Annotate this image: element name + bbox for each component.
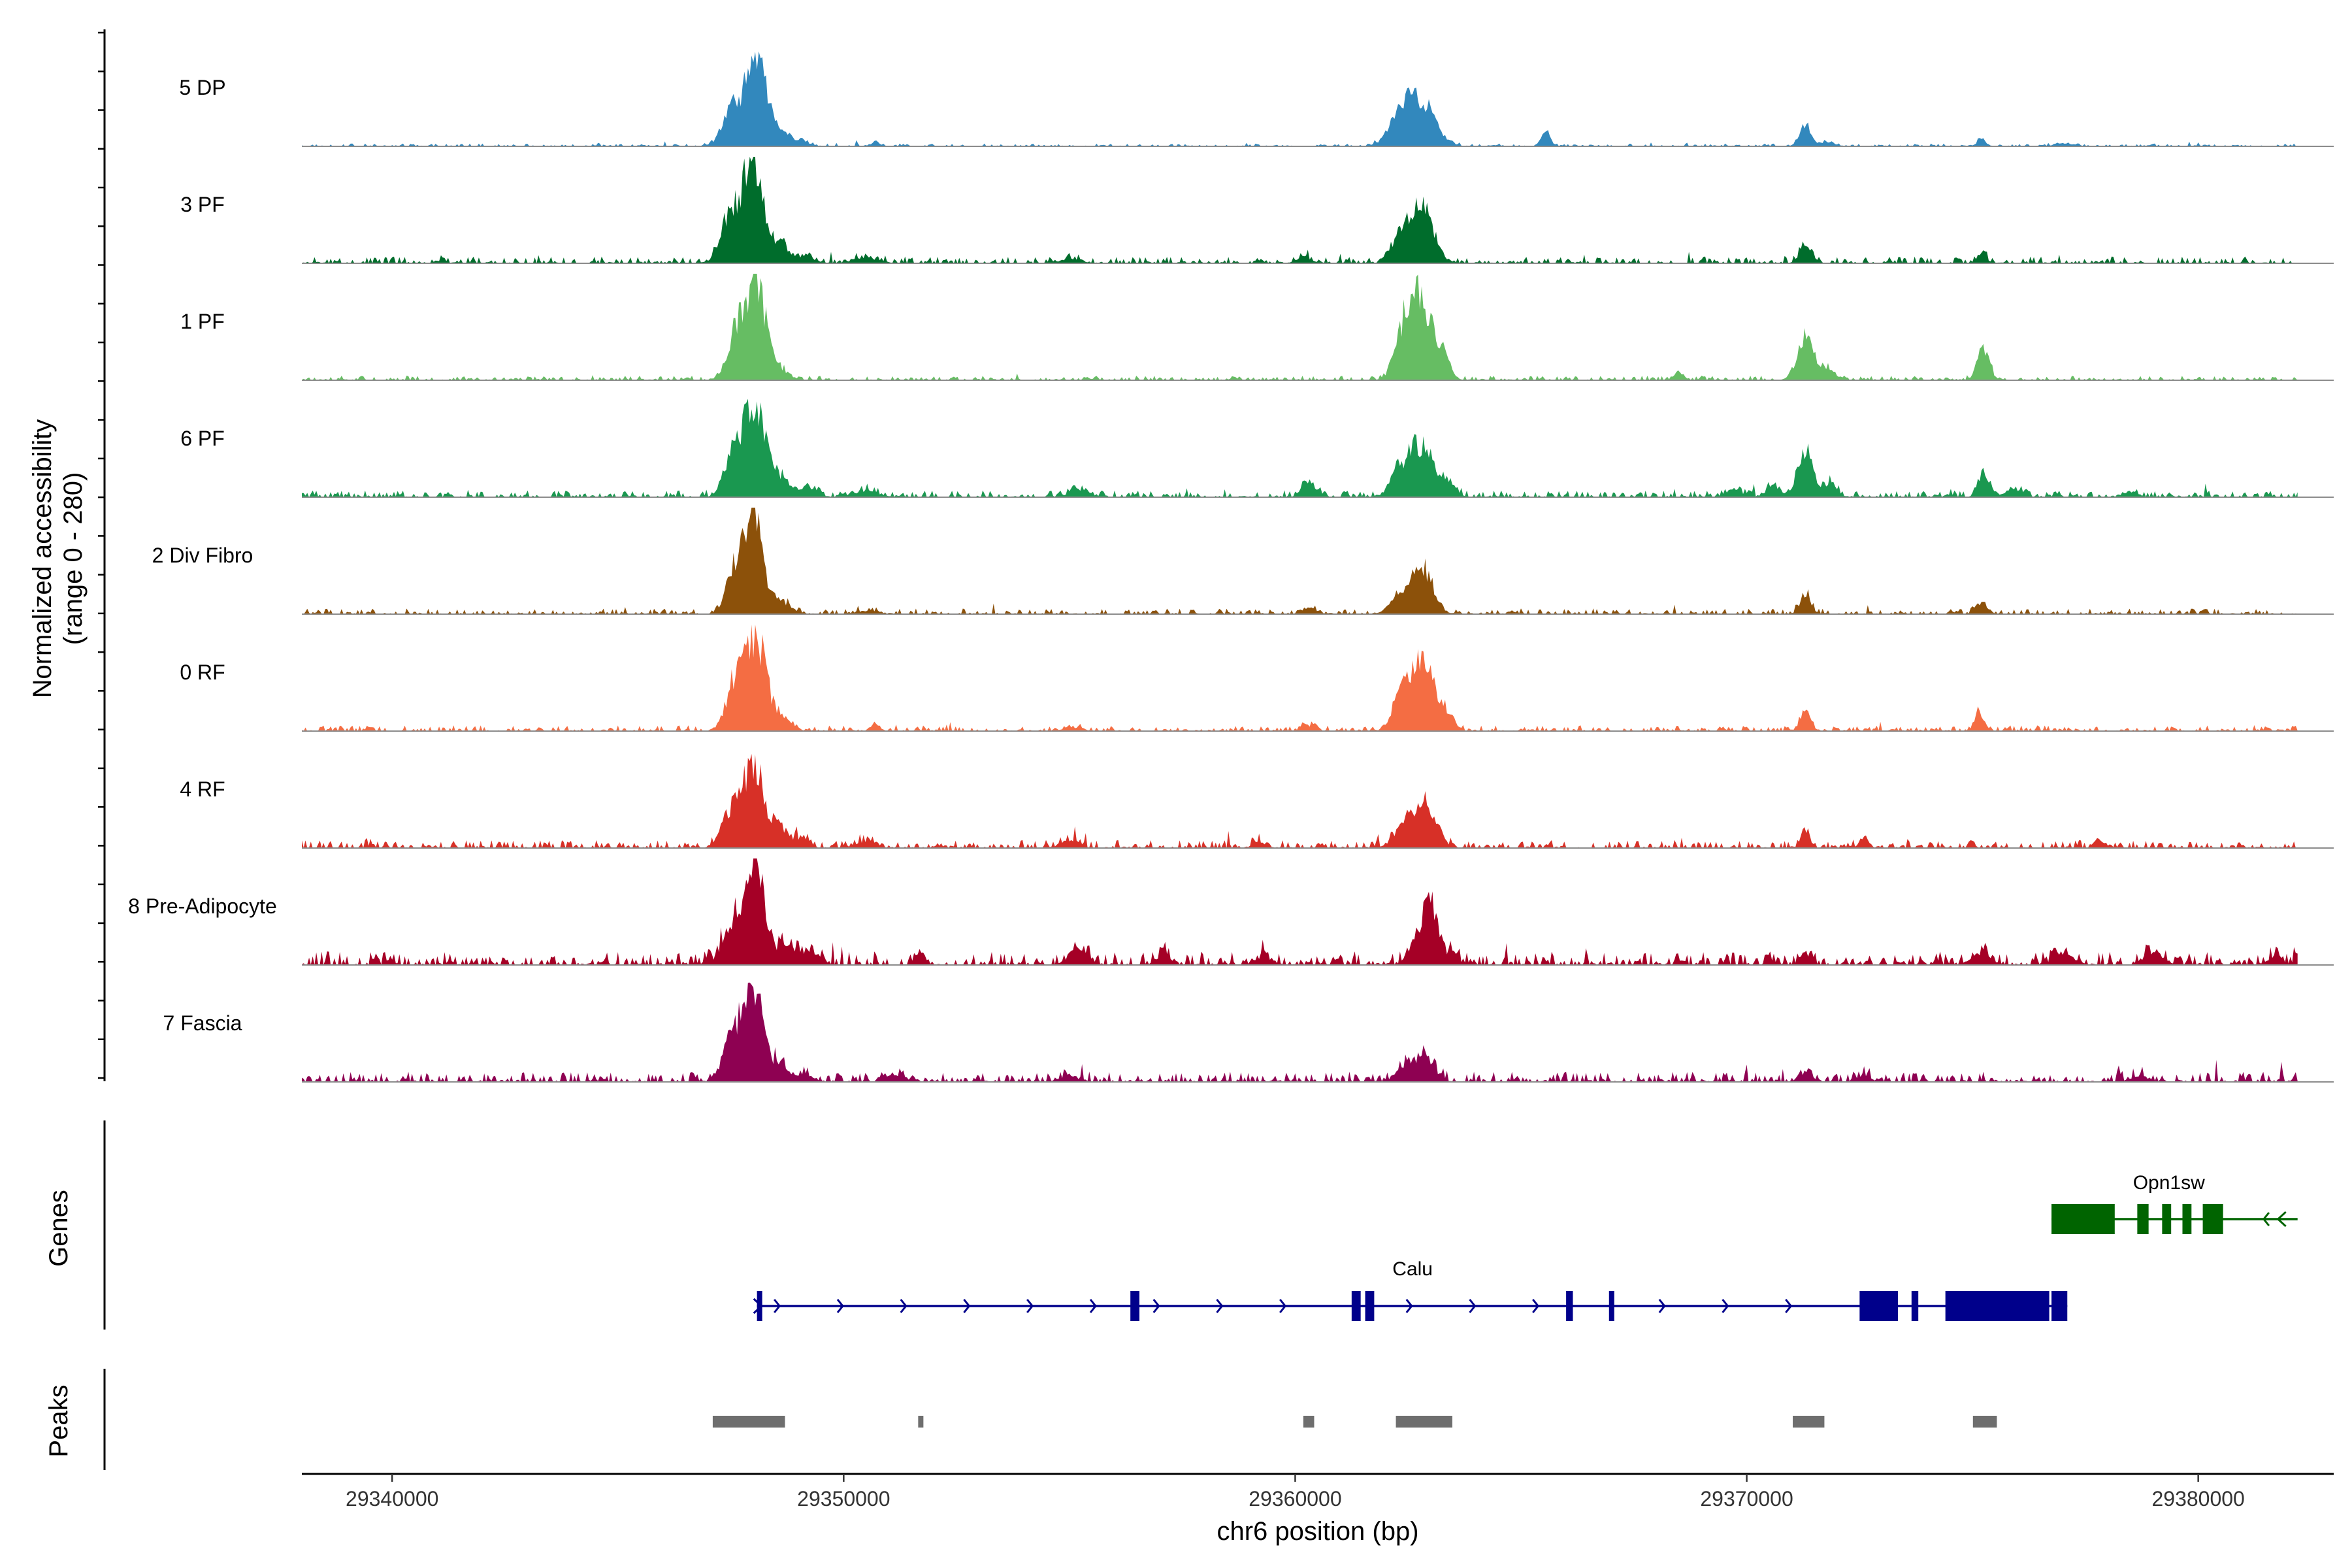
exon-block: [2182, 1204, 2192, 1234]
coverage-tracks: 5 DP 3 PF 1 PF 6 PF 2 Div Fibro 0 RF 4 RF 8 Pre…: [128, 51, 2334, 1083]
coverage-area: [302, 399, 2298, 497]
plus-strand-chevron: [963, 1299, 971, 1313]
plus-strand-chevron: [1152, 1299, 1160, 1313]
track-label: 0 RF: [180, 661, 225, 684]
exon-block: [1351, 1291, 1361, 1321]
plus-strand-chevron: [1405, 1299, 1413, 1313]
track-label: 8 Pre-Adipocyte: [128, 894, 277, 918]
coverage-track: 1 PF: [180, 274, 2334, 381]
track-label: 3 PF: [180, 193, 225, 216]
x-axis-tick-label: 29360000: [1249, 1487, 1341, 1511]
coverage-track: 0 RF: [180, 625, 2334, 732]
peak-region: [1972, 1416, 1997, 1428]
genes-panel-title: Genes: [44, 1190, 73, 1267]
exon-block: [1566, 1291, 1573, 1321]
exon-block: [2162, 1204, 2172, 1234]
peaks-panel-title: Peaks: [44, 1384, 73, 1457]
y-axis-title: Normalized accessibility: [28, 419, 57, 698]
plus-strand-chevron: [1722, 1299, 1729, 1313]
plus-strand-chevron: [1026, 1299, 1034, 1313]
coverage-area: [302, 754, 2298, 848]
exon-block: [1859, 1291, 1899, 1321]
exon-block: [757, 1291, 762, 1321]
coverage-area: [302, 274, 2298, 380]
plus-strand-chevron: [774, 1299, 781, 1313]
plus-strand-chevron: [1216, 1299, 1224, 1313]
plus-strand-chevron: [1279, 1299, 1287, 1313]
exon-block: [1911, 1291, 1919, 1321]
track-label: 4 RF: [180, 777, 225, 801]
exon-block: [2202, 1204, 2223, 1234]
plus-strand-chevron: [836, 1299, 844, 1313]
coverage-track: 6 PF: [180, 399, 2334, 498]
gene-model: Calu: [753, 1258, 2068, 1321]
exon-block: [1945, 1291, 2050, 1321]
peak-track: [712, 1416, 1997, 1428]
x-axis-tick-label: 29380000: [2151, 1487, 2244, 1511]
exon-block: [2137, 1204, 2149, 1234]
peak-region: [918, 1416, 924, 1428]
coverage-track: 5 DP: [179, 51, 2334, 147]
exon-block: [1365, 1291, 1375, 1321]
coverage-track: 8 Pre-Adipocyte: [128, 858, 2334, 966]
plus-strand-chevron: [1532, 1299, 1540, 1313]
track-label: 7 Fascia: [163, 1011, 242, 1035]
x-axis-tick-label: 29350000: [797, 1487, 890, 1511]
coverage-track: 4 RF: [180, 754, 2334, 849]
plus-strand-chevron: [900, 1299, 907, 1313]
track-label: 2 Div Fibro: [152, 544, 253, 567]
minus-strand-chevron: [2276, 1211, 2287, 1228]
plus-strand-chevron: [1469, 1299, 1477, 1313]
plus-strand-chevron: [1785, 1299, 1793, 1313]
minus-strand-chevron: [2262, 1212, 2270, 1226]
gene-annotation-track: Calu Opn1sw: [753, 1172, 2298, 1321]
coverage-track: 7 Fascia: [163, 983, 2334, 1083]
exon-block: [2051, 1291, 2068, 1321]
track-label: 5 DP: [179, 76, 225, 99]
gene-label: Opn1sw: [2133, 1172, 2205, 1194]
gene-model: Opn1sw: [2051, 1172, 2298, 1234]
exon-block: [1130, 1291, 1140, 1321]
y-axis-range-label: (range 0 - 280): [59, 472, 88, 645]
plus-strand-chevron: [1089, 1299, 1097, 1313]
coverage-track: 2 Div Fibro: [152, 508, 2334, 615]
peak-region: [1303, 1416, 1315, 1428]
peak-region: [712, 1416, 785, 1428]
gene-label: Calu: [1392, 1258, 1433, 1280]
x-axis-tick-label: 29340000: [346, 1487, 438, 1511]
x-axis: 29340000 29350000 29360000 29370000 29380000: [302, 1473, 2334, 1511]
exon-block: [1609, 1291, 1614, 1321]
peak-region: [1396, 1416, 1452, 1428]
coverage-track: 3 PF: [180, 157, 2334, 264]
exon-block: [2051, 1204, 2115, 1234]
peak-region: [1793, 1416, 1825, 1428]
x-axis-tick-label: 29370000: [1700, 1487, 1793, 1511]
track-label: 6 PF: [180, 427, 225, 450]
axes: [98, 29, 106, 1470]
x-axis-title: chr6 position (bp): [1217, 1517, 1418, 1546]
track-label: 1 PF: [180, 310, 225, 333]
plus-strand-chevron: [1658, 1299, 1666, 1313]
